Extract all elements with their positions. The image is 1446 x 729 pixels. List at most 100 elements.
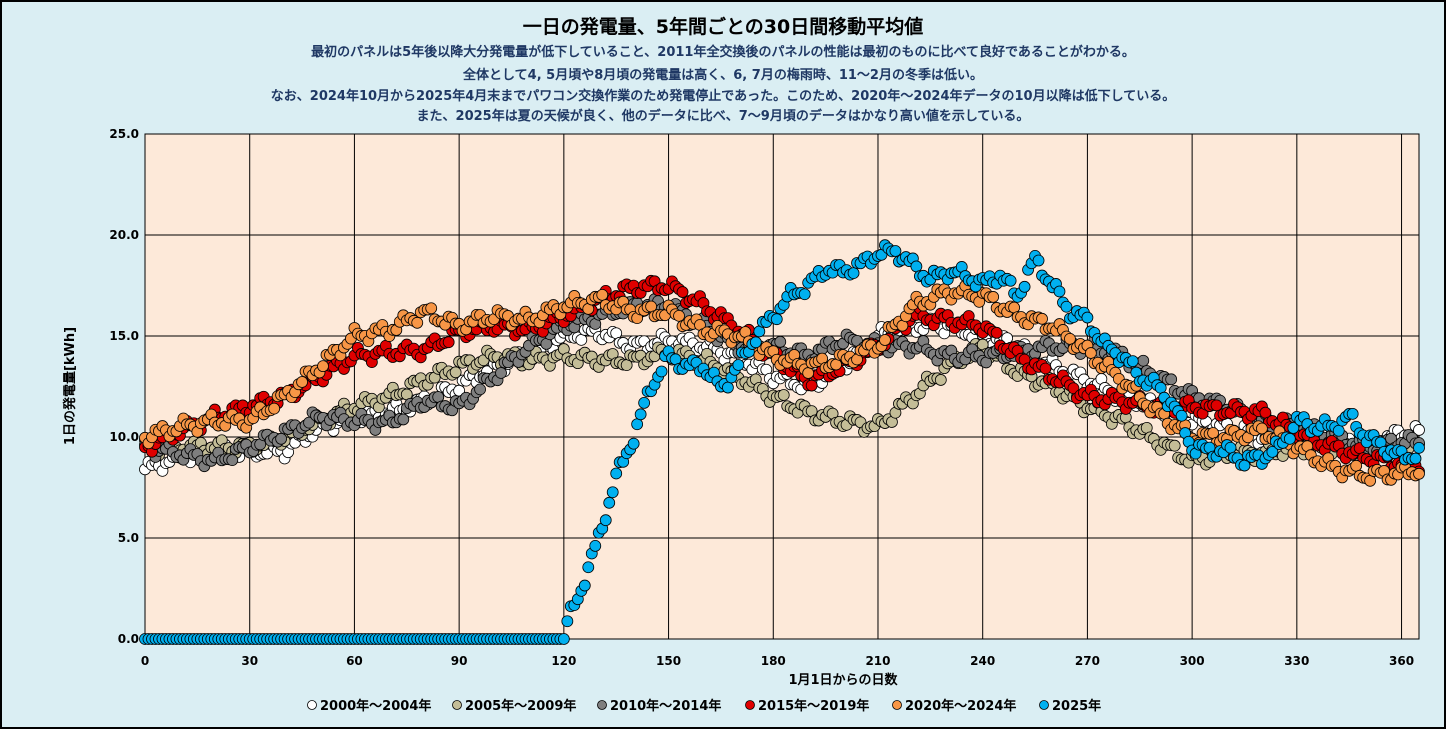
data-point: [627, 437, 640, 450]
x-tick-label: 300: [1180, 654, 1205, 668]
data-point: [1409, 452, 1422, 465]
subtitle-line: 全体として4, 5月頃や8月頃の発電量は高く、6, 7月の梅雨時、11～2月の冬…: [462, 67, 983, 83]
y-axis-label: 1日の発電量[kWh]: [62, 327, 78, 445]
legend-label: 2025年: [1052, 698, 1101, 714]
data-point: [1039, 362, 1052, 375]
legend-label: 2020年～2024年: [905, 698, 1016, 714]
data-point: [847, 267, 860, 279]
data-point: [317, 360, 329, 373]
data-point: [655, 365, 668, 378]
data-point: [1283, 432, 1296, 445]
x-tick-label: 60: [346, 654, 363, 668]
legend-label: 2015年～2019年: [758, 698, 869, 714]
data-point: [226, 454, 239, 467]
data-point: [910, 260, 923, 273]
data-point: [732, 359, 745, 371]
legend-marker: [745, 700, 755, 710]
data-point: [1126, 355, 1139, 368]
data-point: [1060, 300, 1073, 313]
x-tick-label: 270: [1075, 654, 1100, 668]
legend-label: 2000年～2004年: [320, 698, 431, 714]
data-point: [474, 383, 486, 396]
data-point: [1085, 347, 1097, 359]
data-point: [268, 402, 281, 415]
x-tick-label: 120: [551, 654, 576, 668]
data-point: [442, 336, 455, 349]
data-point: [1266, 445, 1279, 458]
x-tick-label: 90: [451, 654, 468, 668]
data-point: [1032, 254, 1045, 267]
data-point: [1256, 422, 1268, 435]
data-point: [425, 302, 438, 315]
subtitle-line: なお、2024年10月から2025年4月末までパワコン交換作業のため発電停止であ…: [271, 88, 1175, 104]
data-point: [777, 389, 790, 401]
data-point: [934, 374, 947, 386]
x-tick-label: 360: [1389, 654, 1414, 668]
data-point: [990, 326, 1003, 339]
data-point: [676, 286, 689, 298]
data-point: [1224, 441, 1237, 454]
x-tick-label: 0: [141, 654, 149, 668]
data-point: [749, 336, 762, 349]
data-point: [557, 633, 570, 645]
plot-area: [144, 133, 1420, 640]
data-point: [1053, 285, 1066, 298]
data-point: [1332, 424, 1345, 437]
legend-marker: [597, 700, 607, 710]
data-point: [1004, 274, 1017, 287]
data-point: [673, 309, 685, 322]
data-point: [638, 396, 651, 409]
data-point: [1364, 474, 1377, 487]
y-tick-label: 20.0: [109, 228, 139, 242]
data-point: [805, 379, 818, 392]
y-tick-label: 5.0: [118, 531, 139, 545]
data-point: [1018, 280, 1031, 293]
subtitle-line: また、2025年は夏の天候が良く、他のデータに比べ、7～9月頃のデータはかなり高…: [417, 108, 1030, 124]
data-point: [798, 288, 811, 301]
data-point: [1175, 409, 1188, 422]
chart-title: 一日の発電量、5年間ごとの30日間移動平均値: [523, 15, 923, 38]
legend-label: 2005年～2009年: [465, 698, 576, 714]
data-point: [495, 367, 507, 379]
x-tick-label: 30: [241, 654, 258, 668]
legend-marker: [1039, 700, 1049, 710]
legend-marker: [307, 700, 317, 710]
data-point: [1350, 459, 1363, 472]
data-point: [1168, 439, 1181, 452]
data-point: [1154, 381, 1167, 394]
x-tick-label: 330: [1284, 654, 1309, 668]
data-point: [1137, 354, 1150, 367]
y-tick-label: 0.0: [118, 632, 139, 646]
legend-label: 2010年～2014年: [610, 698, 721, 714]
data-point: [1036, 312, 1048, 325]
data-point: [889, 245, 902, 257]
data-point: [561, 615, 574, 628]
data-point: [1413, 441, 1425, 454]
x-tick-label: 240: [970, 654, 995, 668]
series-4: [139, 279, 1425, 487]
data-point: [631, 418, 644, 431]
data-point: [774, 335, 787, 348]
data-point: [721, 381, 734, 394]
data-point: [296, 376, 308, 388]
legend-marker: [452, 700, 462, 710]
y-tick-label: 25.0: [109, 127, 139, 141]
y-tick-label: 10.0: [109, 430, 139, 444]
y-tick-label: 15.0: [109, 329, 139, 343]
data-point: [575, 333, 588, 346]
data-point: [610, 467, 623, 480]
data-point: [599, 514, 612, 527]
legend-marker: [892, 700, 902, 710]
data-point: [1287, 422, 1300, 434]
subtitle-line: 最初のパネルは5年後以降大分発電量が低下していること、2011年全交換後のパネル…: [311, 44, 1135, 60]
data-point: [449, 366, 462, 379]
data-point: [582, 561, 595, 574]
data-point: [1165, 373, 1178, 386]
data-point: [606, 486, 619, 499]
data-point: [397, 413, 410, 426]
data-point: [603, 496, 616, 509]
data-point: [634, 408, 647, 421]
data-point: [596, 289, 609, 301]
data-point: [1081, 311, 1094, 324]
